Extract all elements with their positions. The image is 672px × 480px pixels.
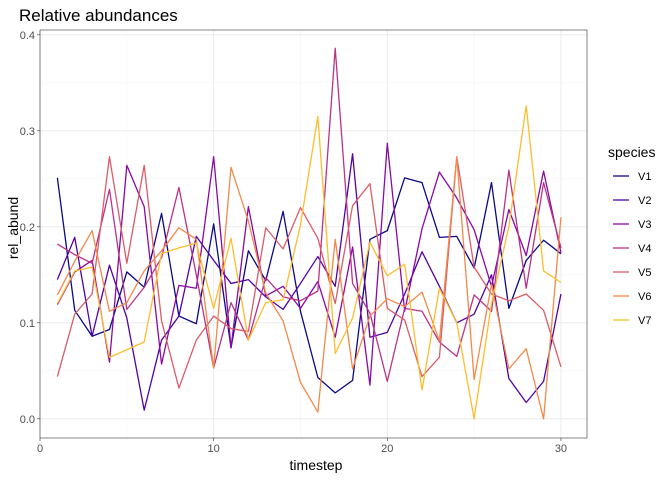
- legend-label-v7: V7: [638, 315, 651, 327]
- legend-label-v5: V5: [638, 267, 651, 279]
- series-line-v2: [56, 153, 562, 411]
- x-tick-label: 10: [208, 443, 220, 455]
- series-line-v5: [56, 156, 562, 389]
- x-tick-label: 30: [555, 443, 567, 455]
- y-tick-label: 0.2: [20, 222, 35, 234]
- legend: species V1 V2 V3 V4 V5 V6 V7: [608, 144, 655, 327]
- series-line-v7: [56, 105, 562, 420]
- chart-title: Relative abundances: [19, 6, 178, 25]
- y-tick-label: 0.4: [20, 30, 35, 42]
- y-axis-title: rel_abund: [5, 197, 21, 259]
- plot-panel-border: [39, 29, 588, 439]
- grid: [39, 30, 587, 438]
- series-line-v3: [56, 142, 562, 386]
- series-line-v4: [57, 47, 562, 383]
- y-tick-label: 0.0: [20, 414, 35, 426]
- y-tick-label: 0.1: [20, 318, 35, 330]
- legend-label-v4: V4: [638, 243, 651, 255]
- x-tick-label: 0: [37, 443, 43, 455]
- legend-label-v2: V2: [638, 195, 651, 207]
- series-line-v1: [56, 177, 562, 394]
- x-axis-title: timestep: [290, 457, 343, 473]
- legend-label-v1: V1: [638, 171, 651, 183]
- legend-label-v3: V3: [638, 219, 651, 231]
- legend-label-v6: V6: [638, 291, 651, 303]
- y-tick-label: 0.3: [20, 126, 35, 138]
- series-lines: [56, 47, 562, 420]
- axes: 0 10 20 30 0.0 0.1 0.2 0.3 0.4: [20, 30, 567, 455]
- x-tick-label: 20: [381, 443, 393, 455]
- series-line-v6: [56, 156, 562, 420]
- legend-title: species: [608, 144, 655, 160]
